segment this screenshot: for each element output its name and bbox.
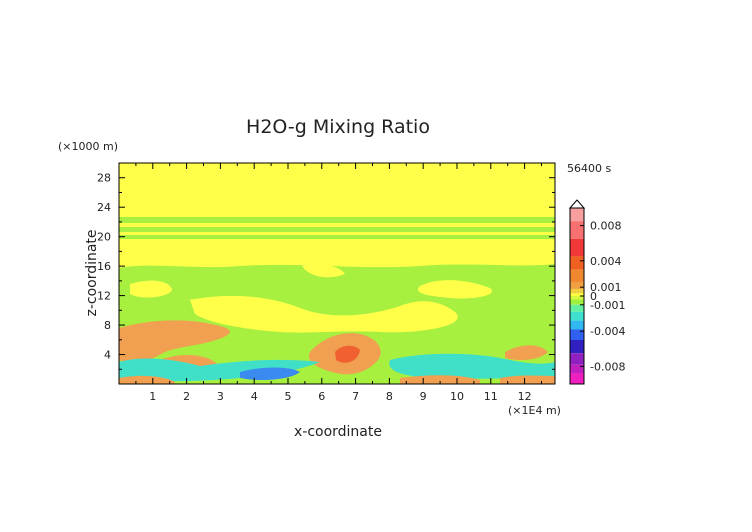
colorbar-tick-label: -0.004 xyxy=(590,325,625,338)
colorbar-band xyxy=(570,208,584,222)
colorbar-overflow-arrow xyxy=(568,199,586,209)
colorbar-tick-label: -0.008 xyxy=(590,360,625,373)
colorbar-band xyxy=(570,304,584,312)
x-tick-label: 12 xyxy=(518,390,532,403)
x-tick-label: 1 xyxy=(149,390,156,403)
colorbar-tick-label: 0.001 xyxy=(590,281,622,294)
colorbar-band xyxy=(570,256,584,270)
y-axis: 4 8 12 16 20 24 28 xyxy=(97,172,555,370)
y-tick-label: 28 xyxy=(97,172,111,185)
x-axis-label: x-coordinate xyxy=(294,424,382,440)
colorbar-tick-label: 0.008 xyxy=(590,220,622,233)
y-tick-label: 12 xyxy=(97,290,111,303)
colorbar-band xyxy=(570,364,584,374)
y-unit-label: (×1000 m) xyxy=(58,140,118,153)
colorbar-band xyxy=(570,340,584,354)
plot-frame xyxy=(118,162,556,385)
colorbar-band xyxy=(570,320,584,330)
y-tick-label: 8 xyxy=(104,319,111,332)
colorbar-band xyxy=(570,329,584,340)
y-tick-label: 16 xyxy=(97,260,111,273)
colorbar-band xyxy=(570,221,584,239)
x-tick-label: 2 xyxy=(183,390,190,403)
x-tick-label: 3 xyxy=(217,390,224,403)
colorbar-band xyxy=(570,288,584,294)
x-unit-label: (×1E4 m) xyxy=(508,404,561,417)
colorbar-band xyxy=(570,353,584,365)
x-tick-label: 7 xyxy=(352,390,359,403)
x-tick-label: 9 xyxy=(420,390,427,403)
colorbar-band xyxy=(570,269,584,283)
contour-field xyxy=(119,163,555,384)
x-tick-label: 10 xyxy=(450,390,464,403)
colorbar-band xyxy=(570,238,584,257)
colorbar-band xyxy=(570,373,584,384)
y-tick-label: 24 xyxy=(97,201,111,214)
y-axis-label: z-coordinate xyxy=(84,229,100,316)
colorbar-band xyxy=(570,293,584,296)
x-axis: 1 2 3 4 5 6 7 8 9 10 11 12 xyxy=(135,163,542,403)
colorbar-band xyxy=(570,299,584,305)
y-tick-label: 4 xyxy=(104,349,111,362)
colorbar-band xyxy=(570,296,584,300)
colorbar-tick-label: 0 xyxy=(590,290,597,303)
chart-title: H2O-g Mixing Ratio xyxy=(246,116,430,138)
x-tick-label: 6 xyxy=(318,390,325,403)
x-tick-label: 8 xyxy=(386,390,393,403)
x-tick-label: 4 xyxy=(251,390,258,403)
x-tick-label: 11 xyxy=(484,390,498,403)
colorbar-tick-label: 0.004 xyxy=(590,255,622,268)
x-tick-label: 5 xyxy=(284,390,291,403)
time-label: 56400 s xyxy=(567,162,611,175)
colorbar-band xyxy=(570,282,584,289)
y-tick-label: 20 xyxy=(97,231,111,244)
colorbar-band xyxy=(570,311,584,321)
colorbar-tick-label: -0.001 xyxy=(590,299,625,312)
